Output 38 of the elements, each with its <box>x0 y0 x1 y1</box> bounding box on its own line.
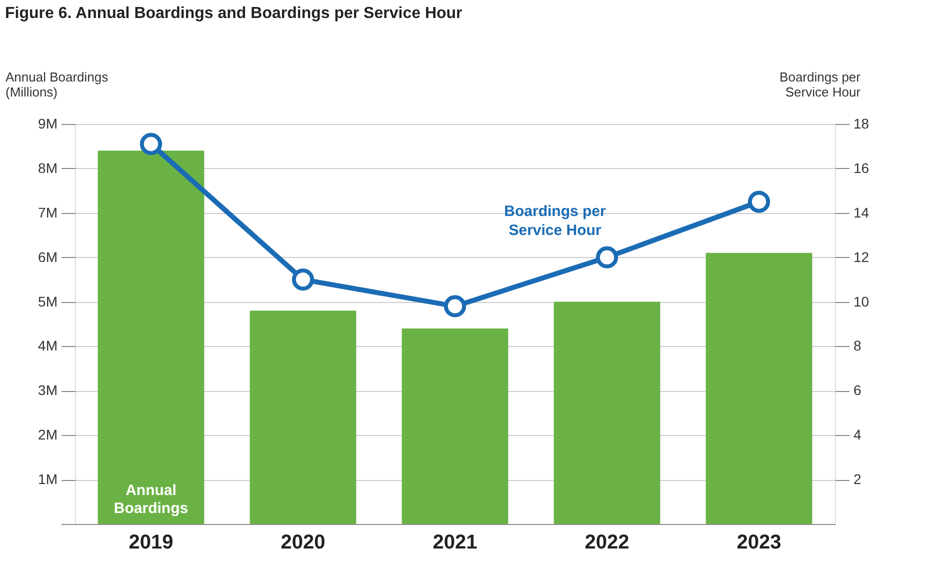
y-tick-label: 5M <box>38 293 58 310</box>
y2-tick-label: 18 <box>854 116 870 132</box>
y2-tick-label: 2 <box>854 471 862 488</box>
point <box>596 246 618 268</box>
y-tick-label: 3M <box>38 382 58 398</box>
y2-tick-label: 4 <box>854 426 862 443</box>
y-tick-label: 7M <box>38 204 58 220</box>
bar <box>402 328 508 524</box>
y-tick-label: 4M <box>38 338 58 354</box>
bar <box>250 310 356 524</box>
y2-tick-label: 16 <box>854 160 870 176</box>
point <box>292 268 314 291</box>
y-tick-label: 1M <box>38 471 58 488</box>
x-tick-label: 2020 <box>280 532 326 554</box>
y-tick-label: 9M <box>38 116 58 132</box>
series-label: Annual Boardings <box>114 482 188 517</box>
bar <box>706 252 812 524</box>
x-tick-label: 2023 <box>736 532 782 554</box>
chart-title: Figure 6. Annual Boardings and Boardings per Service Hour <box>5 5 462 22</box>
point <box>748 190 770 213</box>
x-tick-label: 2021 <box>432 532 478 554</box>
y2-axis-title: Boardings per Service Hour <box>780 70 862 100</box>
x-tick-label: 2019 <box>128 532 174 554</box>
bar <box>554 302 660 524</box>
series-label: Boardings per Service Hour <box>504 203 606 240</box>
y2-tick-label: 14 <box>854 204 870 220</box>
y-tick-label: 2M <box>38 426 58 443</box>
y-tick-label: 6M <box>38 248 58 265</box>
point <box>140 132 162 156</box>
y2-tick-label: 12 <box>854 248 870 265</box>
y2-tick-label: 8 <box>854 338 862 354</box>
y-axis-title: Annual Boardings (Millions) <box>6 70 109 100</box>
bar <box>98 150 204 524</box>
y2-tick-label: 10 <box>854 293 870 310</box>
point <box>444 295 466 318</box>
y-tick-label: 8M <box>38 160 58 176</box>
x-tick-label: 2022 <box>584 532 630 554</box>
y2-tick-label: 6 <box>854 382 862 398</box>
